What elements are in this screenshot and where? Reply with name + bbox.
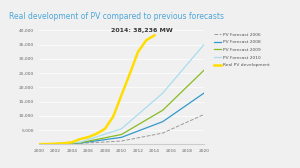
Legend: PV Forecast 2006, PV Forecast 2008, PV Forecast 2009, PV Forecast 2010, Real PV : PV Forecast 2006, PV Forecast 2008, PV F… — [214, 32, 270, 67]
Text: 2014: 38,236 MW: 2014: 38,236 MW — [111, 28, 173, 33]
Text: Real development of PV compared to previous forecasts: Real development of PV compared to previ… — [9, 12, 224, 21]
